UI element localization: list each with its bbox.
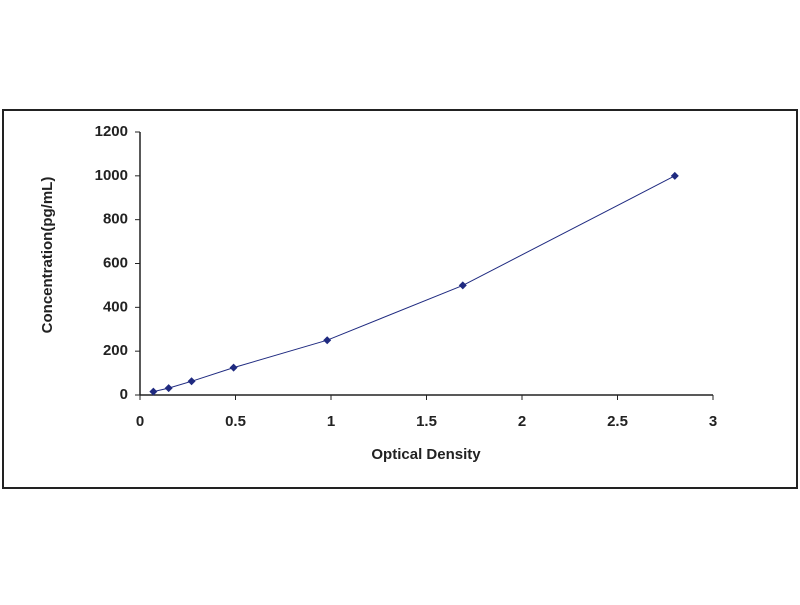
x-tick-label: 2 (518, 413, 526, 430)
y-tick-label: 1200 (95, 123, 128, 140)
y-tick-label: 200 (103, 342, 128, 359)
x-tick-label: 1.5 (416, 413, 437, 430)
y-tick-label: 800 (103, 211, 128, 228)
x-axis-label: Optical Density (371, 446, 481, 463)
x-tick-label: 3 (709, 413, 717, 430)
x-tick-label: 0 (136, 413, 144, 430)
y-tick-label: 1000 (95, 167, 128, 184)
point (164, 384, 173, 393)
x-tick-label: 1 (327, 413, 335, 430)
x-tick-label: 0.5 (225, 413, 246, 430)
y-axis-label: Concentration(pg/mL) (39, 177, 56, 334)
curve (153, 175, 676, 393)
point (187, 377, 196, 386)
chart-frame (2, 109, 798, 489)
point (458, 281, 467, 290)
y-tick-label: 600 (103, 254, 128, 271)
point (323, 336, 332, 345)
y-tick-label: 400 (103, 298, 128, 315)
point (149, 387, 158, 396)
point (670, 171, 679, 180)
x-tick-label: 2.5 (607, 413, 628, 430)
point (229, 363, 238, 372)
y-tick-label: 0 (120, 386, 128, 403)
